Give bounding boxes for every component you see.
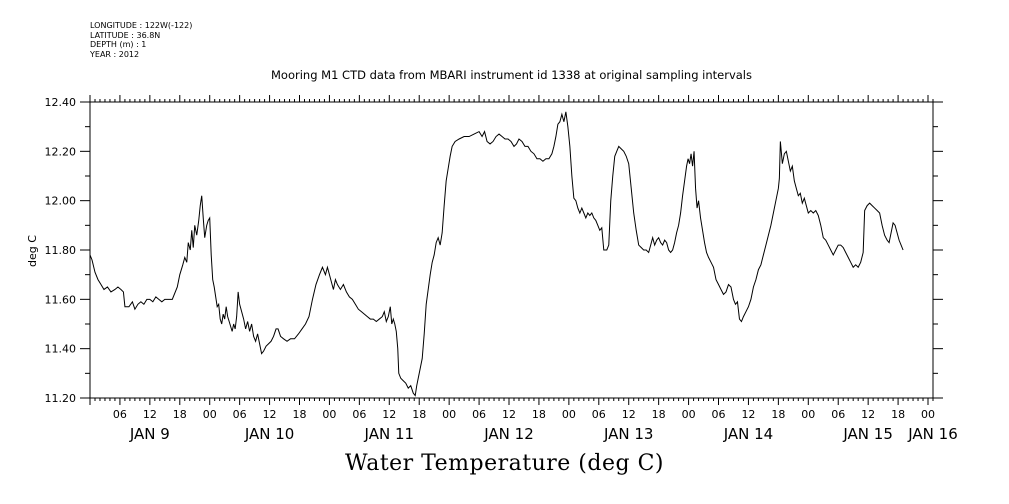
x-date-label: JAN 9: [129, 425, 170, 443]
chart-title: Mooring M1 CTD data from MBARI instrumen…: [271, 68, 752, 82]
x-tick-label: 00: [562, 408, 576, 421]
plot-frame: [89, 101, 934, 399]
x-date-label: JAN 11: [364, 425, 415, 443]
x-tick-label: 18: [532, 408, 546, 421]
y-tick-label: 12.00: [45, 195, 77, 208]
y-tick-label: 11.20: [45, 392, 77, 405]
y-tick-label: 11.60: [45, 293, 77, 306]
x-tick-label: 00: [322, 408, 336, 421]
dataset-metadata: LONGITUDE : 122W(-122) LATITUDE : 36.8N …: [90, 21, 192, 59]
x-tick-label: 12: [622, 408, 636, 421]
year-text: YEAR : 2012: [90, 49, 140, 59]
x-tick-label: 06: [352, 408, 366, 421]
x-date-label: JAN 10: [244, 425, 295, 443]
x-tick-label: 06: [113, 408, 127, 421]
depth-text: DEPTH (m) : 1: [90, 40, 147, 49]
x-tick-label: 00: [203, 408, 217, 421]
x-tick-label: 12: [861, 408, 875, 421]
x-tick-label: 06: [592, 408, 606, 421]
x-tick-label: 12: [741, 408, 755, 421]
x-tick-label: 12: [502, 408, 516, 421]
x-tick-label: 06: [472, 408, 486, 421]
x-tick-label: 18: [891, 408, 905, 421]
y-tick-label: 12.40: [45, 96, 77, 109]
x-tick-label: 00: [801, 408, 815, 421]
x-date-label: JAN 13: [603, 425, 654, 443]
y-tick-label: 12.20: [45, 145, 77, 158]
x-date-label: JAN 15: [842, 425, 893, 443]
series-line-water-temperature: [89, 111, 904, 397]
x-tick-label: 12: [143, 408, 157, 421]
longitude-text: LONGITUDE : 122W(-122): [90, 21, 193, 30]
x-date-label: JAN 16: [907, 425, 958, 443]
x-tick-label: 18: [652, 408, 666, 421]
x-tick-label: 18: [293, 408, 307, 421]
x-tick-label: 12: [382, 408, 396, 421]
x-tick-label: 06: [712, 408, 726, 421]
plot-area: [89, 111, 904, 397]
x-axis-label: Water Temperature (deg C): [345, 451, 664, 476]
x-tick-label: 00: [921, 408, 935, 421]
latitude-text: LATITUDE : 36.8N: [90, 30, 161, 40]
y-axis-label: deg C: [26, 235, 39, 267]
x-tick-label: 18: [771, 408, 785, 421]
y-tick-label: 11.80: [45, 244, 77, 257]
x-date-label: JAN 12: [483, 425, 534, 443]
x-tick-label: 12: [263, 408, 277, 421]
axes-frame: 11.20 11.40 11.60 11.80 12.00 12.20 12.40 06 12 1…: [45, 95, 958, 443]
x-tick-label: 00: [442, 408, 456, 421]
y-tick-label: 11.40: [45, 343, 77, 356]
x-tick-label: 06: [831, 408, 845, 421]
x-tick-label: 06: [233, 408, 247, 421]
x-date-label: JAN 14: [723, 425, 774, 443]
x-tick-label: 00: [682, 408, 696, 421]
x-tick-label: 18: [173, 408, 187, 421]
x-tick-label: 18: [412, 408, 426, 421]
